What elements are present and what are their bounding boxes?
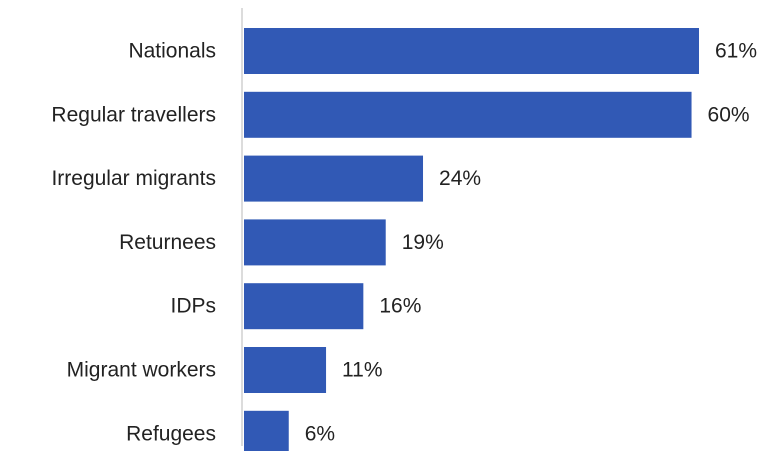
bar-nationals — [244, 28, 699, 74]
value-label-nationals: 61% — [715, 40, 757, 63]
bar-refugees — [244, 410, 289, 451]
value-label-regular-travellers: 60% — [708, 103, 750, 126]
category-label-migrant-workers: Migrant workers — [67, 359, 216, 382]
bar-migrant-workers — [244, 347, 327, 393]
category-label-returnees: Returnees — [119, 231, 216, 254]
category-label-regular-travellers: Regular travellers — [51, 103, 216, 126]
category-label-irregular-migrants: Irregular migrants — [51, 167, 216, 190]
bar-irregular-migrants — [244, 155, 424, 202]
bars-group — [244, 28, 699, 451]
value-labels-group: 61% 60% 24% 19% 16% 11% 6% — [305, 40, 757, 446]
category-label-refugees: Refugees — [126, 422, 216, 445]
category-labels-group: Nationals Regular travellers Irregular mig… — [51, 40, 216, 446]
value-label-irregular-migrants: 24% — [439, 167, 481, 190]
value-label-returnees: 19% — [402, 231, 444, 254]
bar-returnees — [244, 219, 386, 266]
value-label-migrant-workers: 11% — [342, 359, 382, 382]
bar-regular-travellers — [244, 91, 692, 138]
value-label-refugees: 6% — [305, 422, 335, 445]
category-label-nationals: Nationals — [128, 40, 216, 63]
category-label-idps: IDPs — [170, 295, 216, 318]
bar-idps — [244, 283, 364, 330]
value-label-idps: 16% — [379, 295, 421, 318]
